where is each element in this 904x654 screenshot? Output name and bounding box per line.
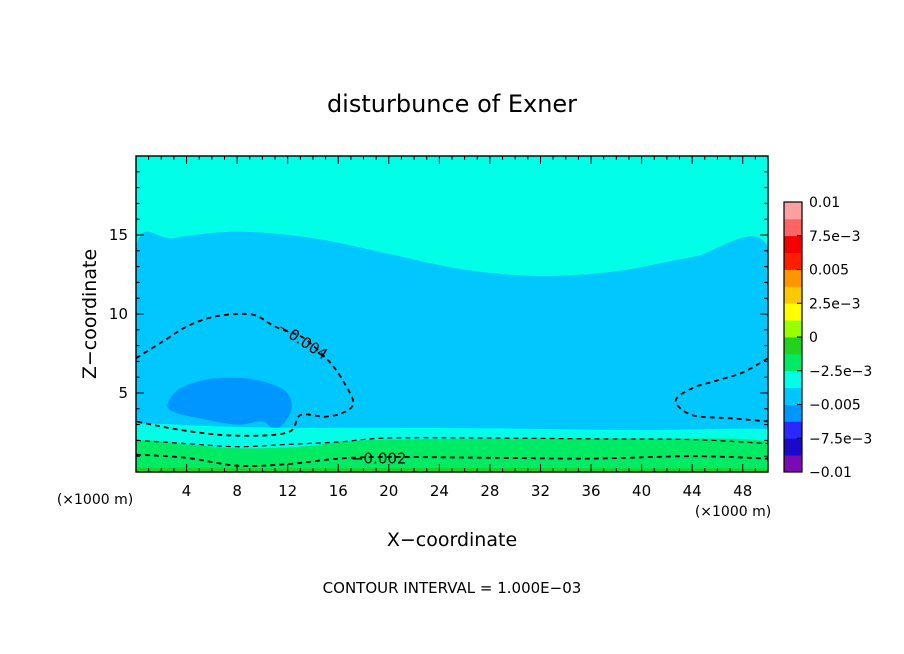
colorbar-swatch bbox=[784, 252, 802, 270]
filled-contours bbox=[136, 156, 768, 472]
x-axis-label: X−coordinate bbox=[387, 529, 517, 551]
x-unit-label-left: (×1000 m) bbox=[57, 492, 133, 508]
colorbar-swatch bbox=[784, 320, 802, 338]
colorbar-swatch bbox=[784, 218, 802, 237]
colorbar-swatch bbox=[784, 455, 802, 473]
x-tick-label: 20 bbox=[379, 482, 398, 500]
plot-area: −0.004−0.002 bbox=[135, 155, 769, 473]
colorbar-swatch bbox=[784, 337, 802, 355]
colorbar-tick-label: −7.5e−3 bbox=[809, 431, 872, 447]
x-tick-label: 32 bbox=[531, 482, 550, 500]
contour-region-3 bbox=[136, 423, 768, 449]
contour-line-2 bbox=[136, 437, 768, 448]
x-tick-label: 16 bbox=[329, 482, 348, 500]
colorbar-swatch bbox=[784, 303, 802, 321]
colorbar-swatch bbox=[784, 235, 802, 254]
contour-region-4 bbox=[136, 438, 768, 472]
colorbar-tick-label: 0.005 bbox=[809, 263, 849, 279]
colorbar-tick-label: −0.01 bbox=[809, 465, 852, 481]
colorbar-swatch bbox=[784, 202, 802, 220]
x-tick-label: 12 bbox=[278, 482, 297, 500]
contour-interval-note: CONTOUR INTERVAL = 1.000E−03 bbox=[323, 579, 582, 597]
contour-line-3 bbox=[136, 453, 768, 467]
colorbar-swatch bbox=[784, 269, 802, 287]
chart-title: disturbunce of Exner bbox=[327, 90, 577, 118]
colorbar-swatch bbox=[784, 370, 802, 389]
contour-lines bbox=[136, 312, 768, 467]
y-tick-label: 15 bbox=[109, 226, 128, 244]
y-axis-label: Z−coordinate bbox=[79, 249, 101, 379]
x-tick-label: 28 bbox=[480, 482, 499, 500]
x-tick-label: 24 bbox=[430, 482, 449, 500]
x-tick-label: 4 bbox=[182, 482, 192, 500]
colorbar-tick-label: 2.5e−3 bbox=[809, 296, 861, 312]
x-tick-label: 44 bbox=[683, 482, 702, 500]
contour-line-1 bbox=[674, 357, 768, 423]
x-tick-label: 36 bbox=[581, 482, 600, 500]
contour-label: −0.002 bbox=[351, 450, 407, 468]
colorbar-tick-label: 0 bbox=[809, 330, 818, 346]
x-axis: 4 8 12 16 20 24 28 32 36 40 44 48 bbox=[148, 156, 756, 500]
contour-region-2 bbox=[167, 377, 292, 430]
x-tick-label: 48 bbox=[733, 482, 752, 500]
y-tick-label: 10 bbox=[109, 305, 128, 323]
y-tick-label: 5 bbox=[118, 384, 128, 402]
y-axis: 5 10 15 bbox=[109, 171, 768, 457]
colorbar-tick-label: 0.01 bbox=[809, 195, 840, 211]
x-unit-label-right: (×1000 m) bbox=[695, 504, 771, 520]
colorbar-swatch bbox=[784, 421, 802, 439]
x-tick-label: 8 bbox=[232, 482, 242, 500]
colorbar-swatch bbox=[784, 286, 802, 304]
colorbar-swatch bbox=[784, 387, 802, 405]
colorbar-tick-label: 7.5e−3 bbox=[809, 229, 861, 245]
colorbar-swatch bbox=[784, 438, 802, 456]
x-tick-label: 40 bbox=[632, 482, 651, 500]
colorbar: 0.01 7.5e−3 0.005 2.5e−3 0 −2.5e−3 −0.005 −7.5e… bbox=[783, 195, 872, 481]
colorbar-swatch bbox=[784, 404, 802, 422]
contour-region-0 bbox=[136, 156, 768, 277]
contour-label-group-1: −0.002 bbox=[351, 450, 407, 468]
colorbar-tick-label: −2.5e−3 bbox=[809, 364, 872, 380]
colorbar-tick-label: −0.005 bbox=[809, 398, 861, 414]
contour-region-1 bbox=[136, 231, 768, 444]
colorbar-swatch bbox=[784, 353, 802, 372]
